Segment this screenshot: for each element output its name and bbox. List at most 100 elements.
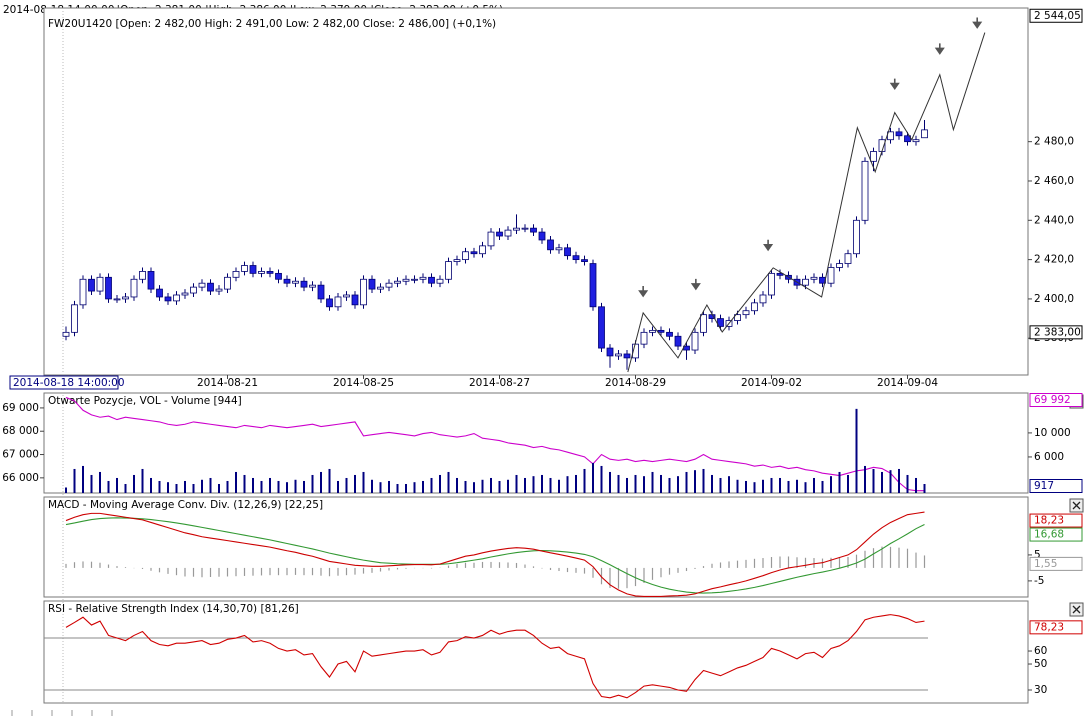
candle-body xyxy=(649,329,656,333)
value-marker-label: 2 544,05 xyxy=(1034,10,1081,22)
y-tick-label: 30 xyxy=(1034,684,1047,696)
candle-body xyxy=(292,280,299,284)
candle-body xyxy=(173,294,180,302)
value-marker-box xyxy=(1029,513,1083,528)
value-marker-box xyxy=(1029,556,1083,571)
series-line xyxy=(65,517,925,594)
y-tick-label: 69 000 xyxy=(2,402,39,414)
candle-body xyxy=(759,294,767,304)
y-tick-label: 67 000 xyxy=(2,449,39,461)
candle-body xyxy=(742,310,750,316)
y-tick-label: 2 440,0 xyxy=(1034,214,1074,226)
candle-body xyxy=(334,296,342,308)
candle-body xyxy=(912,139,920,143)
candle-body xyxy=(623,353,631,359)
value-marker-box xyxy=(1029,325,1083,340)
x-tick-label: 2014-08-27 xyxy=(469,377,530,389)
value-marker-label: 18,23 xyxy=(1034,515,1064,527)
arrow-marker xyxy=(889,78,900,91)
candle-body xyxy=(768,272,775,296)
candle-body xyxy=(164,296,172,302)
candle-body xyxy=(700,314,707,333)
candle-body xyxy=(836,263,843,268)
candle-body xyxy=(105,276,112,300)
candle-body xyxy=(283,278,291,284)
candle-body xyxy=(751,302,758,312)
cursor-time-box xyxy=(9,375,119,390)
candle-body xyxy=(232,271,240,278)
candle-body xyxy=(419,276,427,280)
candle-body xyxy=(572,255,580,261)
value-marker-label: 69 992 xyxy=(1034,394,1071,406)
y-tick-label: 6 000 xyxy=(1034,451,1064,463)
candle-body xyxy=(861,160,869,221)
y-tick-label: 2 480,0 xyxy=(1034,136,1074,148)
arrow-marker xyxy=(690,278,701,291)
candle-body xyxy=(224,276,231,290)
candle-body xyxy=(207,282,214,292)
candle-body xyxy=(377,286,384,290)
series-line xyxy=(65,511,925,598)
value-marker-box xyxy=(1029,393,1083,407)
candle-body xyxy=(360,278,367,306)
candle-body xyxy=(674,335,682,347)
candle-body xyxy=(717,318,724,327)
candle-body xyxy=(853,219,860,255)
candle-body xyxy=(598,306,605,349)
y-tick-label: 2 420,0 xyxy=(1034,254,1074,266)
candle-body xyxy=(445,261,452,280)
series-line xyxy=(65,614,925,699)
candle-body xyxy=(691,331,699,351)
panel-title: MACD - Moving Average Conv. Div. (12,26,… xyxy=(48,499,323,511)
y-tick-label: -5 xyxy=(1034,575,1044,587)
candle-body xyxy=(96,276,104,292)
panel-title: Otwarte Pozycje, VOL - Volume [944] xyxy=(48,395,242,407)
candle-body xyxy=(71,304,78,333)
candle-body xyxy=(113,298,121,301)
candle-body xyxy=(479,245,486,255)
candle-body xyxy=(538,231,546,241)
candle-body xyxy=(555,247,563,251)
candle-body xyxy=(368,278,376,290)
macd-panel xyxy=(43,496,1029,598)
panel-title: RSI - Relative Strength Index (14,30,70)… xyxy=(48,603,299,615)
candle-body xyxy=(88,278,95,292)
candle-body xyxy=(198,282,206,288)
candle-body xyxy=(895,131,903,137)
candle-body xyxy=(317,284,325,300)
candle-body xyxy=(734,314,741,321)
series-line xyxy=(65,396,925,492)
candle-body xyxy=(776,272,784,276)
value-marker-box xyxy=(1029,527,1083,542)
candle-body xyxy=(904,135,911,143)
value-marker-label: 78,23 xyxy=(1034,621,1064,633)
close-button[interactable] xyxy=(1069,498,1084,513)
close-button[interactable] xyxy=(1069,602,1084,617)
candle-body xyxy=(394,280,401,284)
candle-body xyxy=(181,292,189,296)
y-tick-label: 2 460,0 xyxy=(1034,175,1074,187)
value-marker-label: 2 383,00 xyxy=(1034,326,1081,338)
candle-body xyxy=(275,272,282,280)
candle-body xyxy=(504,229,512,237)
x-tick-label: 2014-08-21 xyxy=(197,377,258,389)
candle-body xyxy=(870,151,877,162)
x-tick-label: 2014-08-29 xyxy=(605,377,666,389)
candle-body xyxy=(802,278,809,286)
value-marker-label: 917 xyxy=(1034,480,1054,492)
candle-body xyxy=(190,286,197,294)
candle-body xyxy=(266,271,274,274)
value-marker-box xyxy=(1029,479,1083,493)
value-marker-label: 1,55 xyxy=(1034,558,1057,570)
candle-body xyxy=(343,294,350,298)
candle-body xyxy=(385,282,393,288)
candle-body xyxy=(326,298,333,308)
candle-body xyxy=(589,263,597,308)
candle-body xyxy=(147,271,155,290)
candle-body xyxy=(640,331,648,345)
arrow-marker xyxy=(638,285,649,298)
candle-body xyxy=(62,331,70,337)
candle-body xyxy=(411,278,418,281)
